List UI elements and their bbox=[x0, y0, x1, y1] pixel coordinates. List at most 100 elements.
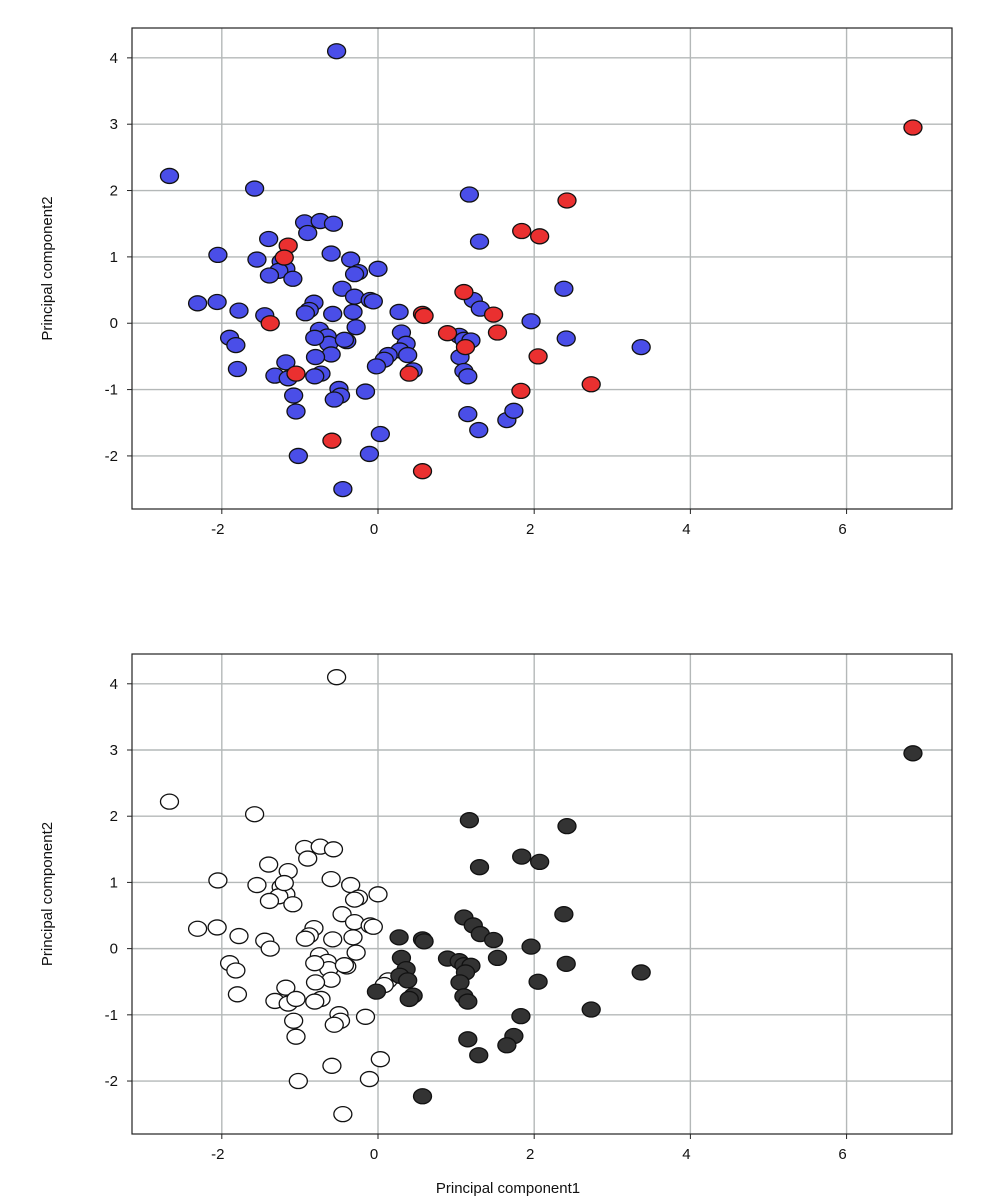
x-tick-label: -2 bbox=[211, 521, 224, 538]
data-point bbox=[581, 1001, 601, 1018]
data-point bbox=[260, 315, 280, 332]
y-axis-label: Principal component2 bbox=[39, 822, 56, 966]
data-point bbox=[259, 856, 279, 873]
series-1 bbox=[366, 745, 923, 1105]
data-point bbox=[497, 1037, 517, 1054]
data-point bbox=[398, 972, 418, 989]
data-point bbox=[323, 931, 343, 948]
plot-frame bbox=[131, 27, 953, 510]
y-axis-label: Principal component2 bbox=[39, 196, 56, 340]
scatter-plot-top: -2 0 2 4 6 -2 -1 0 1 2 3 4 Principal component2 bbox=[39, 27, 953, 538]
data-point bbox=[333, 480, 353, 498]
x-tick-label: 6 bbox=[838, 521, 846, 538]
data-point bbox=[528, 348, 548, 365]
data-point bbox=[512, 848, 532, 865]
data-point bbox=[207, 919, 227, 936]
data-point bbox=[305, 368, 325, 385]
data-point bbox=[521, 313, 541, 330]
data-point bbox=[324, 1016, 344, 1033]
y-tick-label: 0 bbox=[110, 941, 118, 958]
data-point bbox=[259, 267, 280, 284]
data-point bbox=[556, 330, 576, 347]
data-point bbox=[227, 360, 248, 378]
data-point bbox=[324, 391, 344, 408]
data-point bbox=[343, 929, 363, 946]
data-point bbox=[247, 251, 267, 268]
y-tick-label: 4 bbox=[110, 50, 118, 67]
data-point bbox=[295, 305, 316, 322]
data-point bbox=[459, 812, 480, 829]
data-point bbox=[530, 853, 550, 871]
data-point bbox=[298, 224, 318, 242]
data-point bbox=[229, 302, 249, 319]
data-point bbox=[483, 931, 504, 949]
data-point bbox=[159, 167, 180, 185]
data-point bbox=[326, 43, 347, 60]
data-point bbox=[323, 841, 344, 858]
data-point bbox=[276, 979, 296, 996]
data-point bbox=[355, 1008, 376, 1025]
data-point bbox=[414, 307, 434, 325]
data-point bbox=[370, 1051, 390, 1068]
data-point bbox=[363, 293, 383, 310]
data-point bbox=[366, 358, 387, 375]
data-point bbox=[450, 974, 470, 991]
y-tick-label: 2 bbox=[110, 808, 118, 825]
data-point bbox=[229, 927, 249, 945]
data-point bbox=[244, 806, 265, 823]
data-point bbox=[399, 365, 419, 382]
data-point bbox=[274, 874, 294, 892]
y-tick-label: 3 bbox=[110, 116, 118, 133]
data-point bbox=[469, 859, 490, 876]
data-point bbox=[323, 305, 343, 323]
data-point bbox=[288, 1072, 308, 1090]
data-point bbox=[346, 319, 366, 336]
data-point bbox=[454, 283, 474, 301]
data-point bbox=[556, 955, 576, 972]
data-point bbox=[343, 303, 363, 321]
y-tick-label: 4 bbox=[110, 676, 118, 693]
data-point bbox=[288, 447, 308, 465]
data-point bbox=[346, 944, 366, 961]
x-tick-label: 0 bbox=[370, 521, 378, 538]
data-point bbox=[321, 346, 341, 363]
y-tick-label: -1 bbox=[105, 382, 118, 399]
data-point bbox=[259, 892, 280, 910]
data-point bbox=[333, 1105, 353, 1123]
data-point bbox=[276, 354, 296, 371]
data-point bbox=[344, 265, 365, 283]
x-tick-label: 6 bbox=[838, 1146, 846, 1163]
data-point bbox=[305, 974, 326, 991]
data-point bbox=[458, 993, 478, 1010]
data-point bbox=[469, 1047, 489, 1064]
data-point bbox=[208, 246, 228, 264]
data-point bbox=[528, 973, 548, 990]
data-point bbox=[370, 425, 390, 443]
data-point bbox=[187, 920, 208, 937]
x-tick-label: 4 bbox=[682, 521, 690, 538]
data-point bbox=[305, 329, 325, 346]
series-0 bbox=[159, 669, 398, 1123]
y-tick-label: 3 bbox=[110, 742, 118, 759]
data-point bbox=[355, 383, 376, 400]
data-point bbox=[323, 215, 344, 232]
data-point bbox=[159, 793, 180, 810]
series-0 bbox=[159, 43, 651, 498]
data-point bbox=[321, 870, 341, 888]
scatter-plot-bottom: -2 0 2 4 6 -2 -1 0 1 2 3 4 Principal component2 Princ… bbox=[39, 653, 953, 1197]
data-point bbox=[366, 983, 387, 1000]
data-point bbox=[286, 990, 306, 1008]
data-point bbox=[399, 990, 419, 1008]
data-point bbox=[469, 233, 490, 250]
data-point bbox=[412, 463, 433, 480]
data-point bbox=[359, 1070, 380, 1088]
data-point bbox=[284, 387, 304, 404]
data-point bbox=[284, 1012, 304, 1029]
data-point bbox=[227, 986, 248, 1003]
x-tick-label: -2 bbox=[211, 1146, 224, 1163]
data-point bbox=[487, 949, 508, 967]
data-point bbox=[295, 930, 316, 947]
y-tick-label: 0 bbox=[110, 315, 118, 332]
data-point bbox=[286, 1028, 306, 1045]
x-axis-label: Principal component1 bbox=[436, 1180, 580, 1197]
